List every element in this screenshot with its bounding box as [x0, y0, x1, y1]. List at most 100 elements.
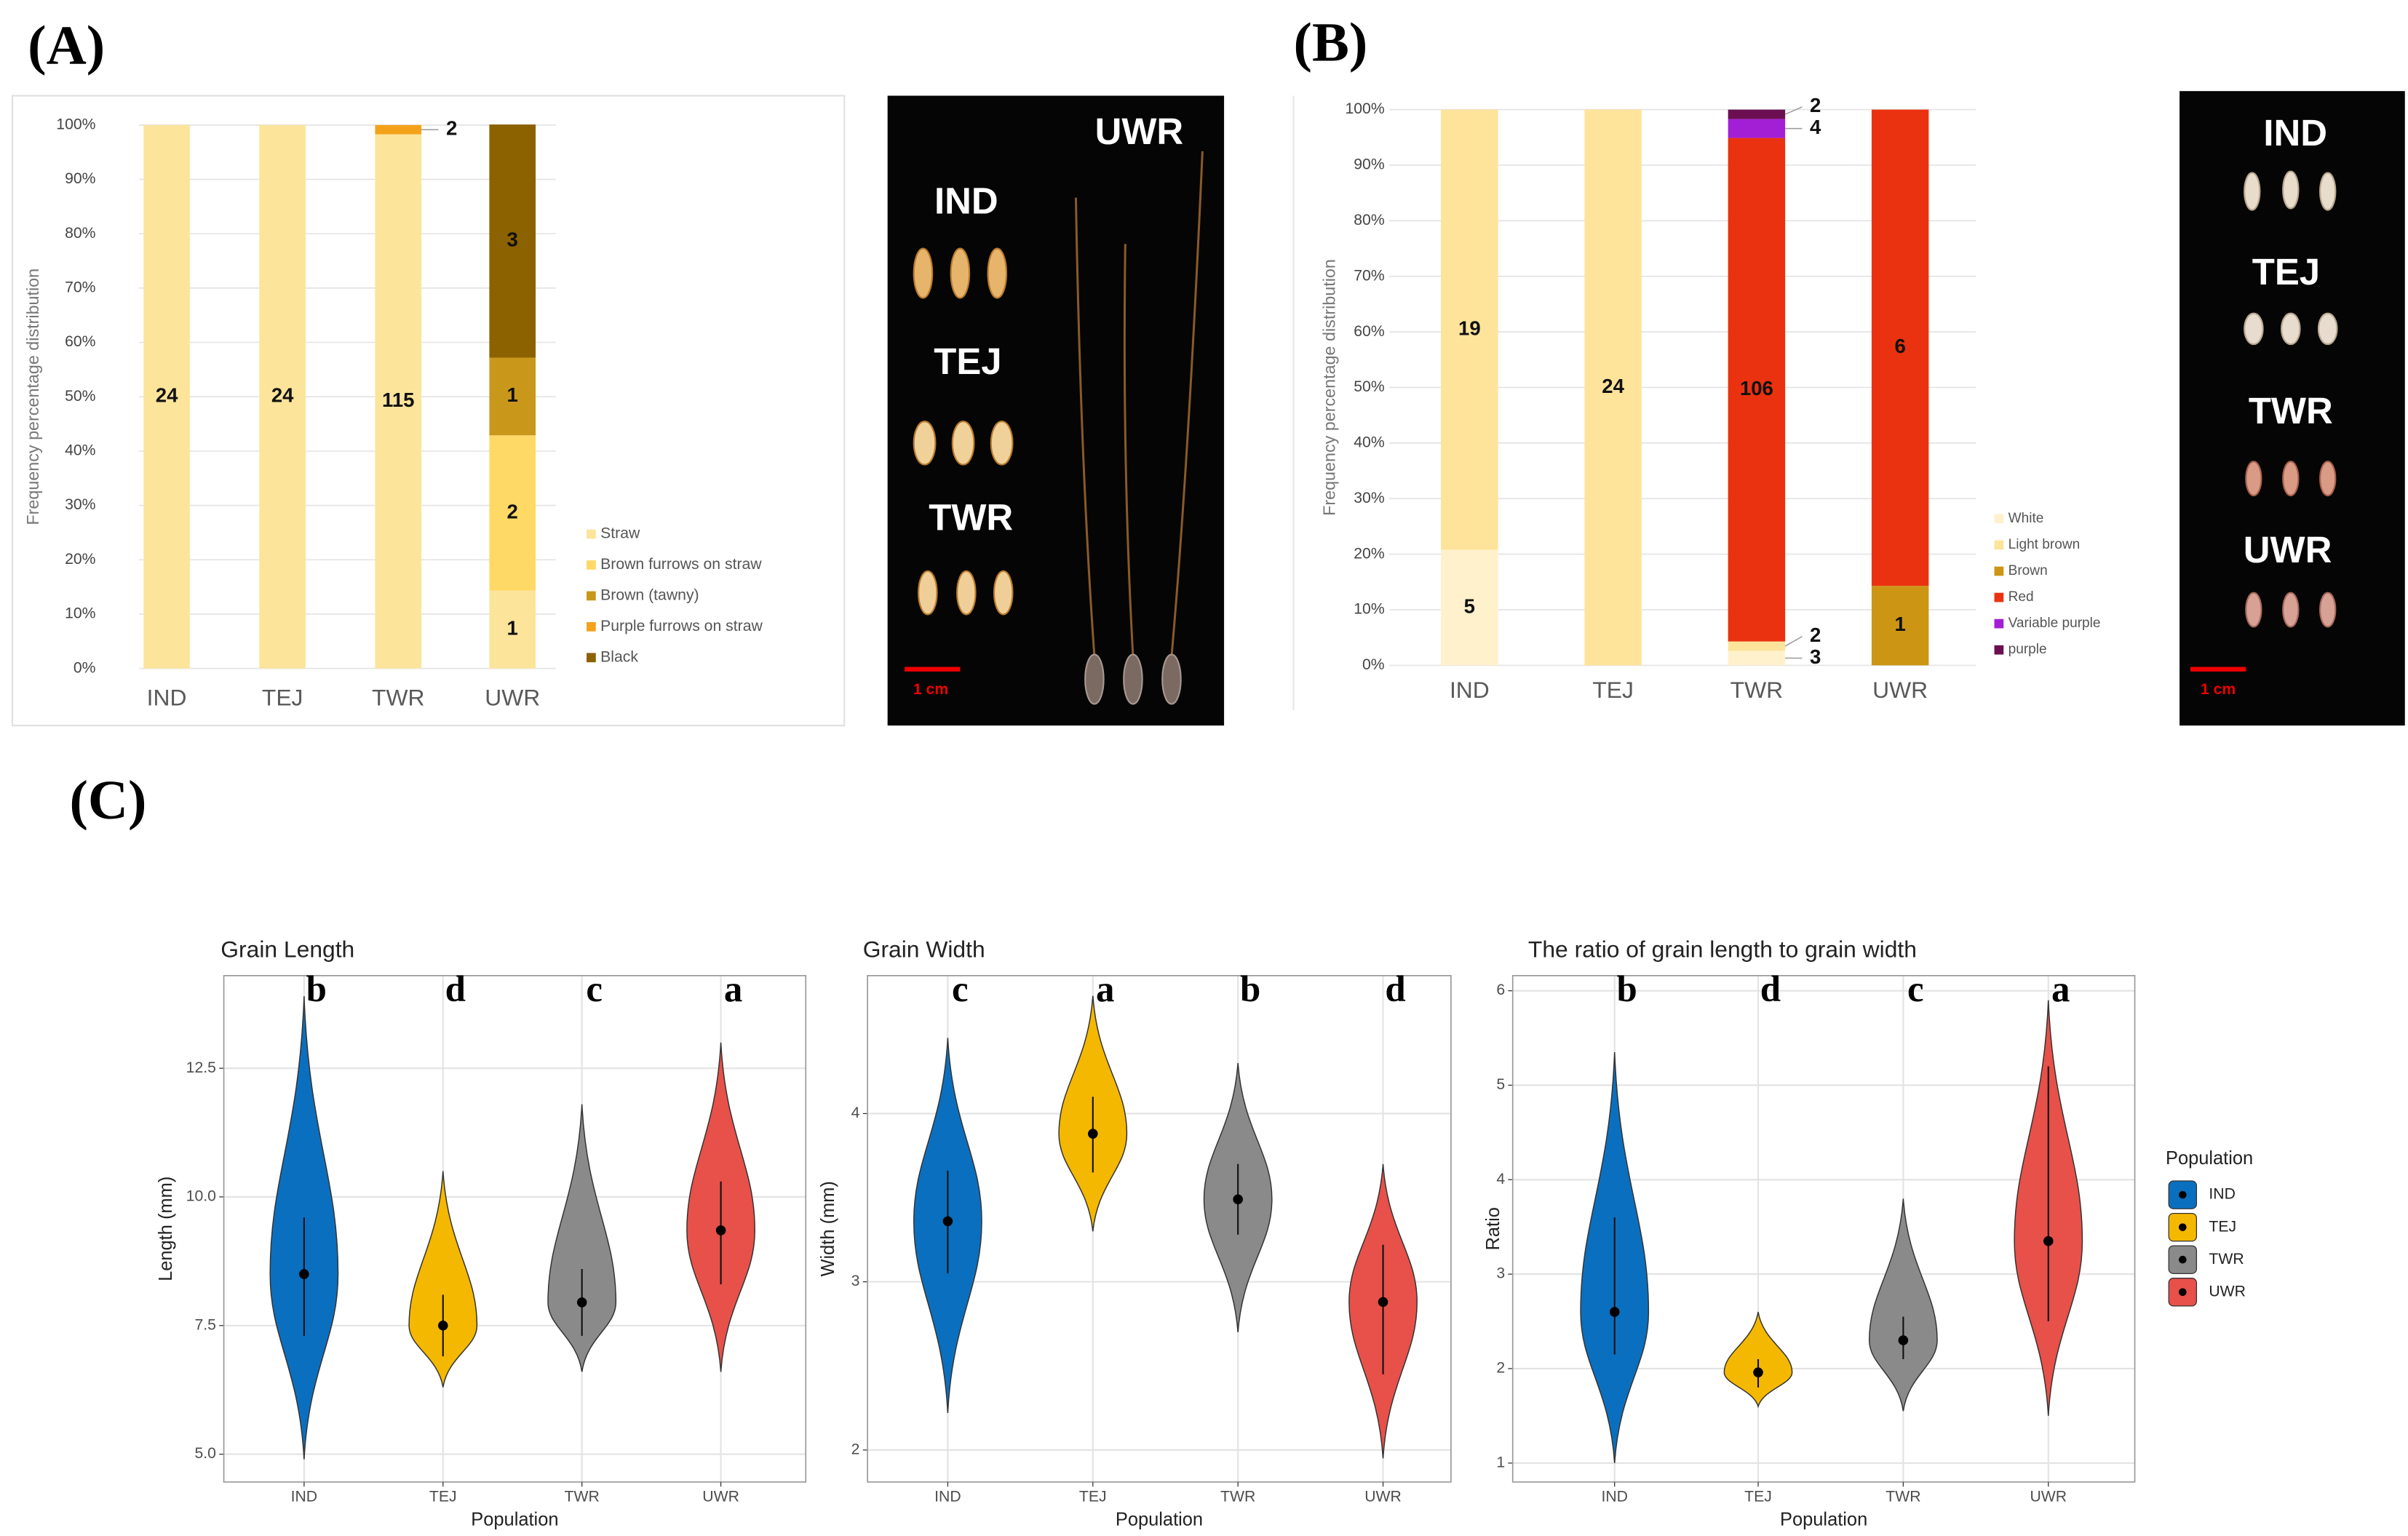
mean-point: [576, 1297, 587, 1308]
y-tick-label: 100%: [1345, 100, 1384, 117]
x-tick-label: TWR: [1730, 677, 1783, 703]
bar-count: 1: [1894, 613, 1905, 635]
legend-dot: [2179, 1288, 2187, 1297]
y-tick-label: 100%: [56, 116, 95, 132]
y-tick-label: 6: [1496, 982, 1505, 998]
bar-count: 24: [156, 384, 178, 407]
violin: [547, 1104, 617, 1372]
y-tick-label: 0%: [1362, 656, 1385, 673]
grains: [913, 247, 1014, 616]
legend-label: Purple furrows on straw: [600, 618, 763, 634]
mean-point: [715, 1225, 726, 1235]
legend-swatch: [1994, 618, 2004, 629]
legend-title: Population: [2166, 1148, 2253, 1169]
y-tick-label: 80%: [1354, 212, 1385, 228]
grains: [2244, 170, 2338, 628]
violin: [1868, 1198, 1938, 1412]
y-tick-label: 4: [851, 1105, 860, 1121]
y-tick-label: 2: [851, 1441, 860, 1457]
legend-swatch: [587, 560, 596, 570]
x-axis-label: Population: [1780, 1510, 1867, 1530]
photo-label: UWR: [2244, 529, 2332, 570]
bar-segment: [1728, 650, 1786, 666]
photo-background: [887, 95, 1225, 726]
bar-segment: [375, 134, 422, 669]
bar-count: 24: [271, 384, 294, 407]
y-tick-label: 90%: [1354, 156, 1385, 173]
legend-label: purple: [2008, 642, 2047, 657]
bar-count: 1: [507, 383, 518, 406]
mean-point: [299, 1269, 309, 1279]
grains: [1084, 653, 1182, 705]
y-tick-label: 7.5: [194, 1316, 215, 1333]
y-tick-label: 3: [1496, 1265, 1505, 1282]
bar-segment: [489, 124, 536, 358]
legend-label: Brown: [2008, 563, 2048, 578]
significance-letter: c: [586, 969, 603, 1010]
x-tick-label: UWR: [2030, 1489, 2067, 1505]
x-tick-label: UWR: [1364, 1489, 1402, 1505]
y-axis-label: Length (mm): [156, 1177, 176, 1281]
bar-segment: [1728, 138, 1786, 642]
x-tick-label: IND: [1601, 1489, 1628, 1505]
mean-point: [1233, 1194, 1243, 1205]
plot-border: [223, 975, 807, 1483]
mean-point: [2043, 1235, 2054, 1246]
x-axis-label: Population: [1116, 1510, 1203, 1530]
x-tick-label: IND: [1450, 677, 1490, 703]
bar-count: 2: [1810, 94, 1821, 116]
bar-segment: [1871, 586, 1929, 666]
bar-segment: [143, 124, 190, 669]
legend-label: IND: [2209, 1186, 2236, 1203]
y-tick-label: 1: [1496, 1454, 1505, 1471]
x-tick-label: TWR: [372, 684, 424, 710]
awns: [1074, 151, 1204, 656]
bar-count: 2: [446, 116, 457, 139]
bar-segment: [489, 357, 536, 436]
legend-label: Straw: [600, 525, 640, 542]
legend-swatch: [587, 622, 596, 632]
x-tick-label: TEJ: [1592, 677, 1634, 703]
bar-segment: [489, 435, 536, 591]
photo-label: TEJ: [934, 341, 1001, 382]
panel-label: (A): [28, 15, 105, 76]
chart-title: Grain Length: [220, 936, 354, 962]
scale-label: 1 cm: [2201, 681, 2236, 698]
bar-segment: [1584, 109, 1642, 666]
y-tick-label: 5: [1496, 1076, 1505, 1093]
photo-label: TWR: [929, 496, 1013, 538]
photo-label: UWR: [1095, 111, 1184, 152]
y-tick-label: 40%: [65, 442, 96, 459]
scale-bar: [2190, 666, 2246, 672]
y-tick-label: 50%: [65, 388, 96, 405]
y-tick-label: 10.0: [186, 1188, 216, 1205]
y-tick-label: 40%: [1354, 434, 1385, 451]
legend-label: Red: [2008, 589, 2034, 605]
y-tick-label: 90%: [65, 170, 96, 187]
legend-swatch: [587, 653, 596, 663]
y-tick-label: 30%: [65, 496, 96, 513]
bar-count: 1: [507, 617, 518, 640]
x-tick-label: TWR: [565, 1489, 600, 1505]
x-tick-label: UWR: [702, 1489, 739, 1505]
bar-count: 115: [382, 389, 414, 411]
bar-count: 2: [1810, 624, 1821, 646]
y-axis-label: Width (mm): [818, 1181, 838, 1276]
x-tick-label: TWR: [1886, 1489, 1920, 1505]
bar-segment: [1441, 549, 1498, 666]
significance-letter: c: [952, 969, 969, 1010]
y-tick-label: 70%: [65, 279, 96, 296]
legend-label: Light brown: [2008, 537, 2081, 552]
y-tick-label: 0%: [73, 659, 96, 676]
legend-label: TEJ: [2209, 1218, 2236, 1235]
y-tick-label: 5.0: [194, 1445, 215, 1462]
significance-letter: b: [1617, 969, 1637, 1010]
photo-b: IND TEJ TWR UWR 1 cm: [2179, 91, 2405, 726]
x-tick-label: IND: [147, 684, 187, 710]
y-tick-label: 2: [1496, 1360, 1505, 1377]
y-tick-label: 80%: [65, 225, 96, 242]
photo-a: UWR IND TEJ TWR 1 cm: [887, 95, 1225, 726]
bar-count: 3: [507, 228, 518, 251]
y-tick-label: 60%: [65, 333, 96, 350]
mean-point: [942, 1216, 953, 1227]
